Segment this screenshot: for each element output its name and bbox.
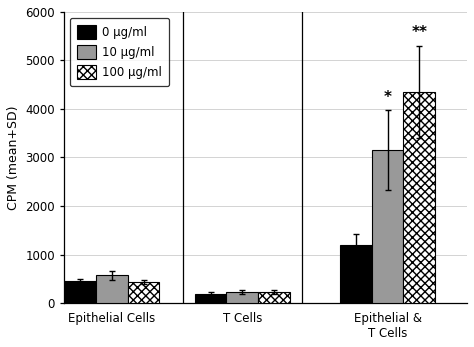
Bar [64,281,96,303]
Y-axis label: CPM (mean+SD): CPM (mean+SD) [7,105,20,210]
Bar [195,294,227,303]
Bar [403,92,435,303]
Text: **: ** [411,25,428,40]
Bar [340,245,372,303]
Bar [372,150,403,303]
Bar [128,282,159,303]
Bar [227,292,258,303]
Text: *: * [383,90,392,104]
Bar [96,276,128,303]
Bar [258,292,290,303]
Legend: 0 μg/ml, 10 μg/ml, 100 μg/ml: 0 μg/ml, 10 μg/ml, 100 μg/ml [70,18,169,86]
